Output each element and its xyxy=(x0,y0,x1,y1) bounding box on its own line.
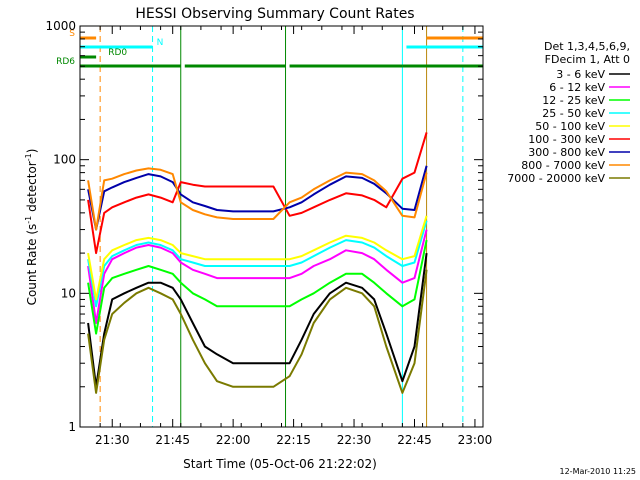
series-line-4 xyxy=(87,215,428,301)
legend-label-6: 300 - 800 keV xyxy=(528,146,605,159)
x-tick-label-4: 22:30 xyxy=(337,433,372,447)
legend-label-3: 25 - 50 keV xyxy=(542,107,605,120)
x-tick-label-0: 21:30 xyxy=(95,433,130,447)
x-tick-label-1: 21:45 xyxy=(155,433,190,447)
series-line-2 xyxy=(87,239,428,335)
legend-label-8: 7000 - 20000 keV xyxy=(507,172,605,185)
x-tick-label-3: 22:15 xyxy=(276,433,311,447)
marker-n-label: N xyxy=(157,38,164,48)
series-line-1 xyxy=(87,229,428,324)
y-tick-label-1: 10 xyxy=(61,286,76,300)
chart-title: HESSI Observing Summary Count Rates xyxy=(135,6,414,22)
series-line-6 xyxy=(87,165,428,231)
x-tick-label-5: 22:45 xyxy=(397,433,432,447)
legend-label-0: 3 - 6 keV xyxy=(556,68,605,81)
series-line-7 xyxy=(87,167,428,231)
marker-rd0-label: RD0 xyxy=(108,48,127,58)
y-axis-label-mid: detector xyxy=(25,161,39,216)
y-axis-label-end: ) xyxy=(25,149,39,154)
axes-layer: 21:30 21:45 22:00 22:15 22:30 22:45 23:00 1 10 10… xyxy=(45,19,492,447)
x-axis-label: Start Time (05-Oct-06 21:22:02) xyxy=(183,457,377,471)
legend-label-2: 12 - 25 keV xyxy=(542,94,605,107)
y-axis-label: Count Rate (s-1 detector-1) xyxy=(24,149,39,306)
x-tick-label-6: 23:00 xyxy=(458,433,493,447)
y-axis-label-sup2: -1 xyxy=(24,153,33,161)
legend-label-5: 100 - 300 keV xyxy=(528,133,605,146)
series-line-5 xyxy=(87,132,428,255)
y-axis-label-sup1: -1 xyxy=(24,216,33,224)
y-tick-label-0: 1 xyxy=(68,420,76,434)
marker-s-label: S xyxy=(69,29,75,39)
series-line-3 xyxy=(87,220,428,308)
y-tick-label-3: 1000 xyxy=(45,19,76,33)
marker-rd6-label: RD6 xyxy=(56,57,75,67)
legend-label-4: 50 - 100 keV xyxy=(535,120,605,133)
legend-label-1: 6 - 12 keV xyxy=(549,81,605,94)
legend-header-line1: Det 1,3,4,5,6,9, xyxy=(544,40,630,53)
print-timestamp: 12-Mar-2010 11:25 xyxy=(560,467,637,476)
y-axis-label-text: Count Rate (s xyxy=(25,224,39,306)
legend-label-7: 800 - 7000 keV xyxy=(521,159,605,172)
x-tick-label-2: 22:00 xyxy=(216,433,251,447)
series-line-0 xyxy=(87,252,428,388)
series-line-8 xyxy=(87,269,428,394)
y-tick-label-2: 100 xyxy=(53,153,76,167)
plot-layer: S N RD0 RD6 xyxy=(56,26,483,427)
legend-header-line2: FDecim 1, Att 0 xyxy=(545,53,630,66)
